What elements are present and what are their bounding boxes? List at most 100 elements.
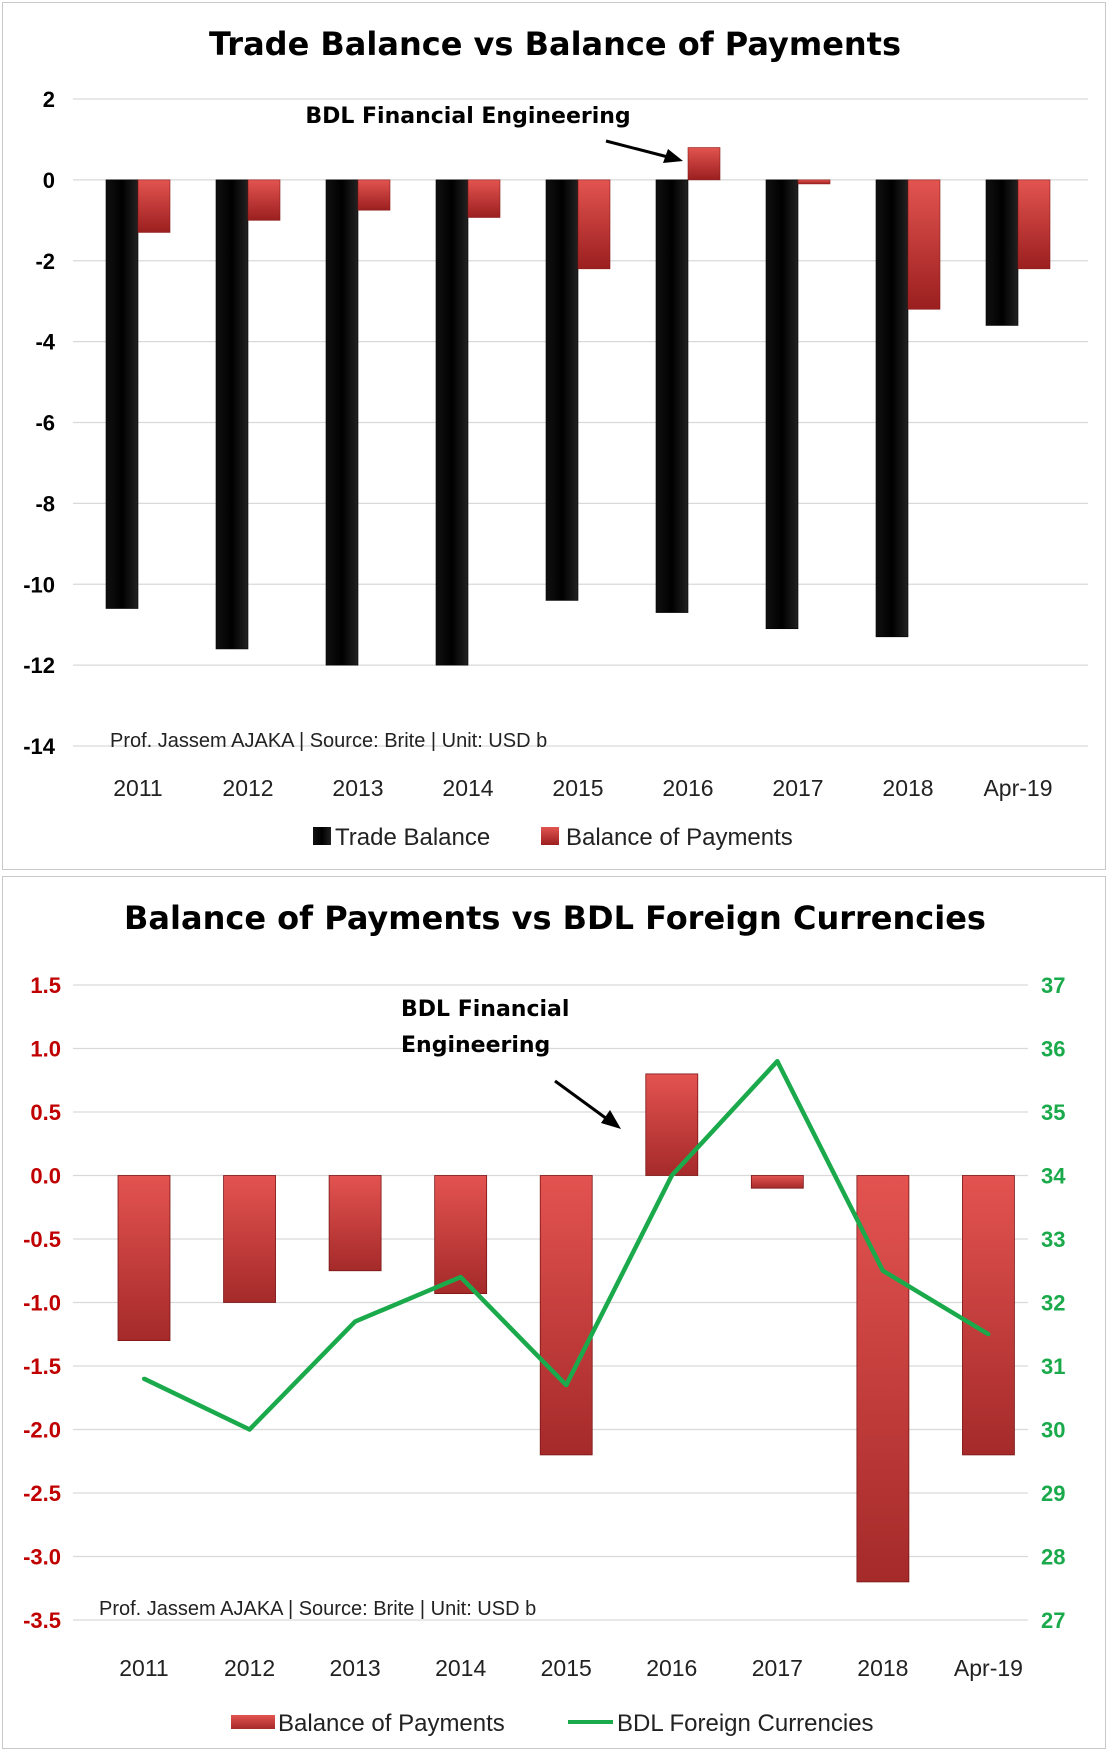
chart2-y2-tick-label: 28	[1041, 1545, 1065, 1570]
legend-swatch-trade-balance	[313, 827, 331, 845]
bar-balance-of-payments-2016	[645, 1073, 699, 1176]
chart1-y-tick-label: -14	[23, 734, 56, 759]
bar-balance-of-payments-2014	[467, 179, 501, 218]
chart2-y2-tick-label: 32	[1041, 1291, 1065, 1316]
bar-trade-balance-2015	[545, 179, 579, 601]
bar-trade-balance-2017	[765, 179, 799, 630]
point-bdl-foreign-currencies-2018	[880, 1268, 885, 1273]
chart1-y-tick-label: 2	[43, 87, 55, 112]
bar-balance-of-payments-2018	[907, 179, 941, 310]
chart1-y-tick-label: -6	[35, 411, 55, 436]
bar-balance-of-payments-2012	[223, 1175, 276, 1303]
point-bdl-foreign-currencies-2017	[775, 1059, 780, 1064]
chart1-y-tick-label: -8	[35, 491, 55, 516]
chart1-x-tick-label: Apr-19	[983, 775, 1052, 801]
bdl-currencies-chart: Balance of Payments vs BDL Foreign Curre…	[23, 899, 1066, 1737]
chart1-title: Trade Balance vs Balance of Payments	[209, 25, 901, 63]
bar-balance-of-payments-2017	[750, 1175, 804, 1189]
chart-panel-bdl-currencies: Balance of Payments vs BDL Foreign Curre…	[2, 876, 1106, 1749]
legend-swatch-balance-of-payments	[541, 827, 559, 845]
chart-panel-trade-balance: Trade Balance vs Balance of Payments 2 0 -…	[2, 2, 1106, 870]
chart2-y-tick-label: 0.0	[30, 1164, 61, 1189]
chart1-x-tick-label: 2012	[222, 775, 273, 801]
chart2-x-tick-label: 2018	[857, 1655, 908, 1681]
chart2-x-tick-label: 2015	[541, 1655, 592, 1681]
chart2-legend: Balance of Payments BDL Foreign Currenci…	[231, 1710, 874, 1737]
bar-balance-of-payments-2012	[247, 179, 281, 221]
chart2-annotation-line2: Engineering	[401, 1033, 550, 1058]
bar-balance-of-payments-2011	[137, 179, 171, 233]
chart1-x-tick-label: 2013	[332, 775, 383, 801]
bar-balance-of-payments-2013	[357, 179, 391, 211]
chart2-y2-tick-label: 29	[1041, 1481, 1065, 1506]
bar-balance-of-payments-2018	[856, 1175, 910, 1583]
chart1-x-tick-label: 2011	[113, 775, 162, 801]
bar-trade-balance-2011	[105, 179, 139, 609]
point-bdl-foreign-currencies-2014	[458, 1275, 463, 1280]
bar-trade-balance-2014	[435, 179, 469, 666]
chart1-y-tick-label: 0	[43, 168, 55, 193]
chart2-y-tick-label: -3.5	[23, 1608, 61, 1633]
legend-label-balance-of-payments: Balance of Payments	[566, 824, 793, 851]
bar-balance-of-payments-2011	[117, 1175, 171, 1342]
bar-trade-balance-apr-19	[985, 179, 1019, 326]
chart2-annotation-arrow	[554, 1079, 621, 1129]
chart1-x-tick-label: 2016	[662, 775, 713, 801]
chart2-x-tick-label: 2016	[646, 1655, 697, 1681]
chart1-footnote: Prof. Jassem AJAKA | Source: Brite | Uni…	[110, 730, 547, 752]
chart2-x-tick-label: 2017	[752, 1655, 803, 1681]
chart2-y2-tick-label: 35	[1041, 1100, 1065, 1125]
point-bdl-foreign-currencies-2011	[142, 1376, 146, 1381]
chart1-x-tick-label: 2014	[442, 775, 493, 801]
chart2-y-tick-label: -0.5	[23, 1227, 61, 1252]
point-bdl-foreign-currencies-apr-19	[986, 1332, 991, 1337]
chart2-title: Balance of Payments vs BDL Foreign Curre…	[124, 899, 986, 937]
chart1-x-tick-label: 2017	[772, 775, 823, 801]
chart2-y2-tick-label: 34	[1041, 1164, 1066, 1189]
chart2-y-tick-label: 0.5	[30, 1100, 61, 1125]
chart2-x-tick-label: 2013	[330, 1655, 381, 1681]
chart2-y2-tick-label: 33	[1041, 1227, 1065, 1252]
bar-trade-balance-2012	[215, 179, 249, 650]
bar-balance-of-payments-2014	[434, 1175, 488, 1295]
chart1-y-tick-label: -10	[23, 572, 55, 597]
trade-balance-chart: Trade Balance vs Balance of Payments 2 0 -…	[23, 25, 1088, 851]
point-bdl-foreign-currencies-2012	[247, 1427, 252, 1432]
bar-balance-of-payments-2017	[797, 179, 831, 185]
chart1-y-tick-label: -4	[35, 330, 55, 355]
bar-balance-of-payments-2015	[539, 1175, 593, 1456]
chart1-y-tick-label: -2	[35, 249, 55, 274]
chart2-y-tick-label: -2.5	[23, 1481, 61, 1506]
bar-balance-of-payments-apr-19	[962, 1175, 1015, 1456]
chart2-footnote: Prof. Jassem AJAKA | Source: Brite | Uni…	[99, 1598, 536, 1620]
chart2-x-tick-label: 2014	[435, 1655, 486, 1681]
bar-trade-balance-2013	[325, 179, 359, 666]
chart2-y-tick-label: 1.0	[30, 1037, 61, 1062]
point-bdl-foreign-currencies-2013	[353, 1319, 358, 1324]
chart2-x-tick-label: 2011	[119, 1655, 168, 1681]
bar-balance-of-payments-2015	[577, 179, 611, 270]
chart1-annotation-arrow	[605, 139, 683, 163]
legend-label-balance-of-payments-2: Balance of Payments	[278, 1710, 505, 1737]
chart2-y2-tick-label: 27	[1041, 1608, 1065, 1633]
chart2-annotation-line1: BDL Financial	[401, 997, 569, 1022]
chart1-annotation: BDL Financial Engineering	[305, 104, 630, 129]
chart2-y2-tick-label: 30	[1041, 1418, 1065, 1443]
chart2-y-tick-label: -3.0	[23, 1545, 61, 1570]
chart2-x-tick-label: 2012	[224, 1655, 275, 1681]
chart2-y2-tick-label: 37	[1041, 973, 1065, 998]
bar-trade-balance-2016	[655, 179, 689, 613]
legend-swatch-balance-of-payments-2	[231, 1715, 275, 1729]
legend-label-trade-balance: Trade Balance	[335, 824, 490, 851]
legend-label-bdl-foreign-currencies: BDL Foreign Currencies	[617, 1710, 874, 1737]
bar-balance-of-payments-2013	[328, 1175, 382, 1272]
bar-balance-of-payments-apr-19	[1017, 179, 1051, 270]
chart2-y-tick-label: -1.0	[23, 1291, 61, 1316]
chart2-y-tick-label: -1.5	[23, 1354, 61, 1379]
chart2-y-tick-label: 1.5	[30, 973, 61, 998]
chart1-legend: Trade Balance Balance of Payments	[313, 824, 793, 851]
bar-trade-balance-2018	[875, 179, 909, 638]
chart1-y-tick-label: -12	[23, 653, 55, 678]
chart2-y2-tick-label: 31	[1041, 1354, 1065, 1379]
chart1-x-tick-label: 2015	[552, 775, 603, 801]
